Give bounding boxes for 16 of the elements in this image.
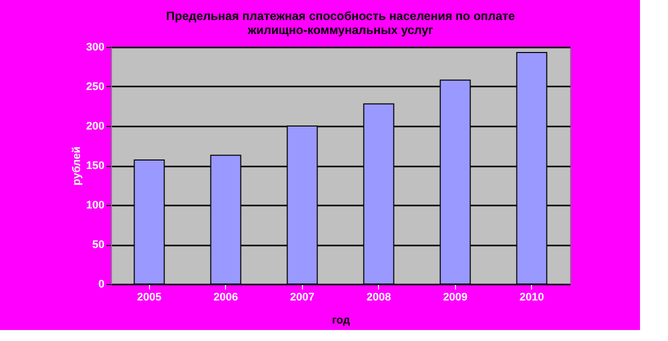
chart-title: Предельная платежная способность населения по оплате жилищно-коммунальных услуг — [166, 9, 516, 37]
y-tick-label: 0 — [98, 278, 104, 290]
y-tick-label: 250 — [86, 81, 104, 93]
y-tick-label: 50 — [92, 239, 104, 251]
x-tick-label: 2005 — [137, 292, 162, 304]
x-tick-label: 2008 — [366, 292, 391, 304]
y-tick-label: 200 — [86, 120, 104, 132]
y-tick-label: 150 — [86, 160, 104, 172]
x-tick-label: 2007 — [290, 292, 314, 304]
y-tick-label: 300 — [86, 42, 104, 54]
x-tick-label: 2006 — [214, 292, 238, 304]
x-axis-title: год — [332, 314, 350, 326]
y-tick-label: 100 — [86, 200, 104, 212]
y-axis-title: рублей — [71, 146, 84, 186]
x-tick-label: 2010 — [520, 292, 544, 304]
x-tick-label: 2009 — [443, 292, 468, 304]
